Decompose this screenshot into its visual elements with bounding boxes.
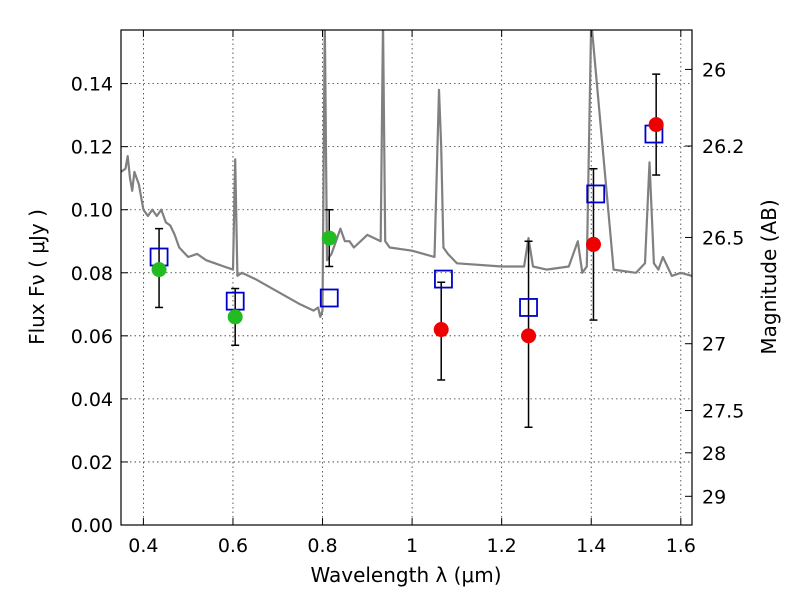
x-axis-ticks: 0.4 0.6 0.8 1 1.2 1.4 1.6 bbox=[128, 30, 696, 557]
y-tick-label: 0.06 bbox=[71, 326, 113, 348]
observed-point bbox=[433, 322, 449, 338]
x-tick-label: 1.2 bbox=[487, 535, 517, 557]
right-tick-label: 27 bbox=[702, 334, 726, 356]
y-tick-label: 0.08 bbox=[71, 263, 113, 285]
grid-lines bbox=[121, 30, 692, 526]
observed-point bbox=[321, 230, 337, 246]
spectrum-line bbox=[121, 30, 692, 318]
y-tick-label: 0.12 bbox=[71, 137, 113, 159]
x-axis-label: Wavelength λ (μm) bbox=[310, 563, 501, 587]
x-tick-label: 1.6 bbox=[666, 535, 696, 557]
y-tick-label: 0.00 bbox=[71, 515, 113, 537]
right-axis-ticks: 26 26.2 26.5 27 27.5 28 29 bbox=[685, 59, 744, 508]
observed-point bbox=[521, 328, 537, 344]
model-box-marker bbox=[519, 298, 538, 317]
model-box-markers bbox=[149, 124, 664, 317]
y-tick-label: 0.14 bbox=[71, 74, 113, 96]
right-tick-label: 26.2 bbox=[702, 136, 744, 158]
observed-points bbox=[151, 117, 664, 344]
model-box-marker bbox=[434, 269, 453, 289]
y-axis-label: Flux Fν ( μJy ) bbox=[25, 209, 49, 345]
spectrum-series bbox=[121, 30, 692, 318]
model-box-marker bbox=[586, 184, 606, 204]
x-tick-label: 0.4 bbox=[128, 535, 158, 557]
right-axis-label: Magnitude (AB) bbox=[757, 199, 781, 354]
y-tick-label: 0.04 bbox=[71, 389, 113, 411]
right-tick-label: 28 bbox=[702, 443, 726, 465]
error-bars bbox=[155, 73, 661, 429]
x-tick-label: 0.6 bbox=[218, 535, 248, 557]
observed-point bbox=[227, 309, 243, 325]
x-tick-label: 1 bbox=[406, 535, 418, 557]
observed-point bbox=[151, 262, 167, 278]
right-tick-label: 26.5 bbox=[702, 227, 744, 249]
observed-point bbox=[585, 236, 601, 252]
x-tick-label: 1.4 bbox=[576, 535, 606, 557]
right-tick-label: 26 bbox=[702, 59, 726, 81]
y-tick-label: 0.02 bbox=[71, 452, 113, 474]
right-tick-label: 27.5 bbox=[702, 401, 744, 423]
right-tick-label: 29 bbox=[702, 486, 726, 508]
plot-frame bbox=[120, 29, 693, 526]
model-box-marker bbox=[319, 288, 339, 308]
y-tick-label: 0.10 bbox=[71, 200, 113, 222]
observed-point bbox=[648, 117, 664, 133]
y-axis-ticks: 0.00 0.02 0.04 0.06 0.08 0.10 0.12 0.14 bbox=[71, 74, 128, 537]
x-tick-label: 0.8 bbox=[307, 535, 337, 557]
